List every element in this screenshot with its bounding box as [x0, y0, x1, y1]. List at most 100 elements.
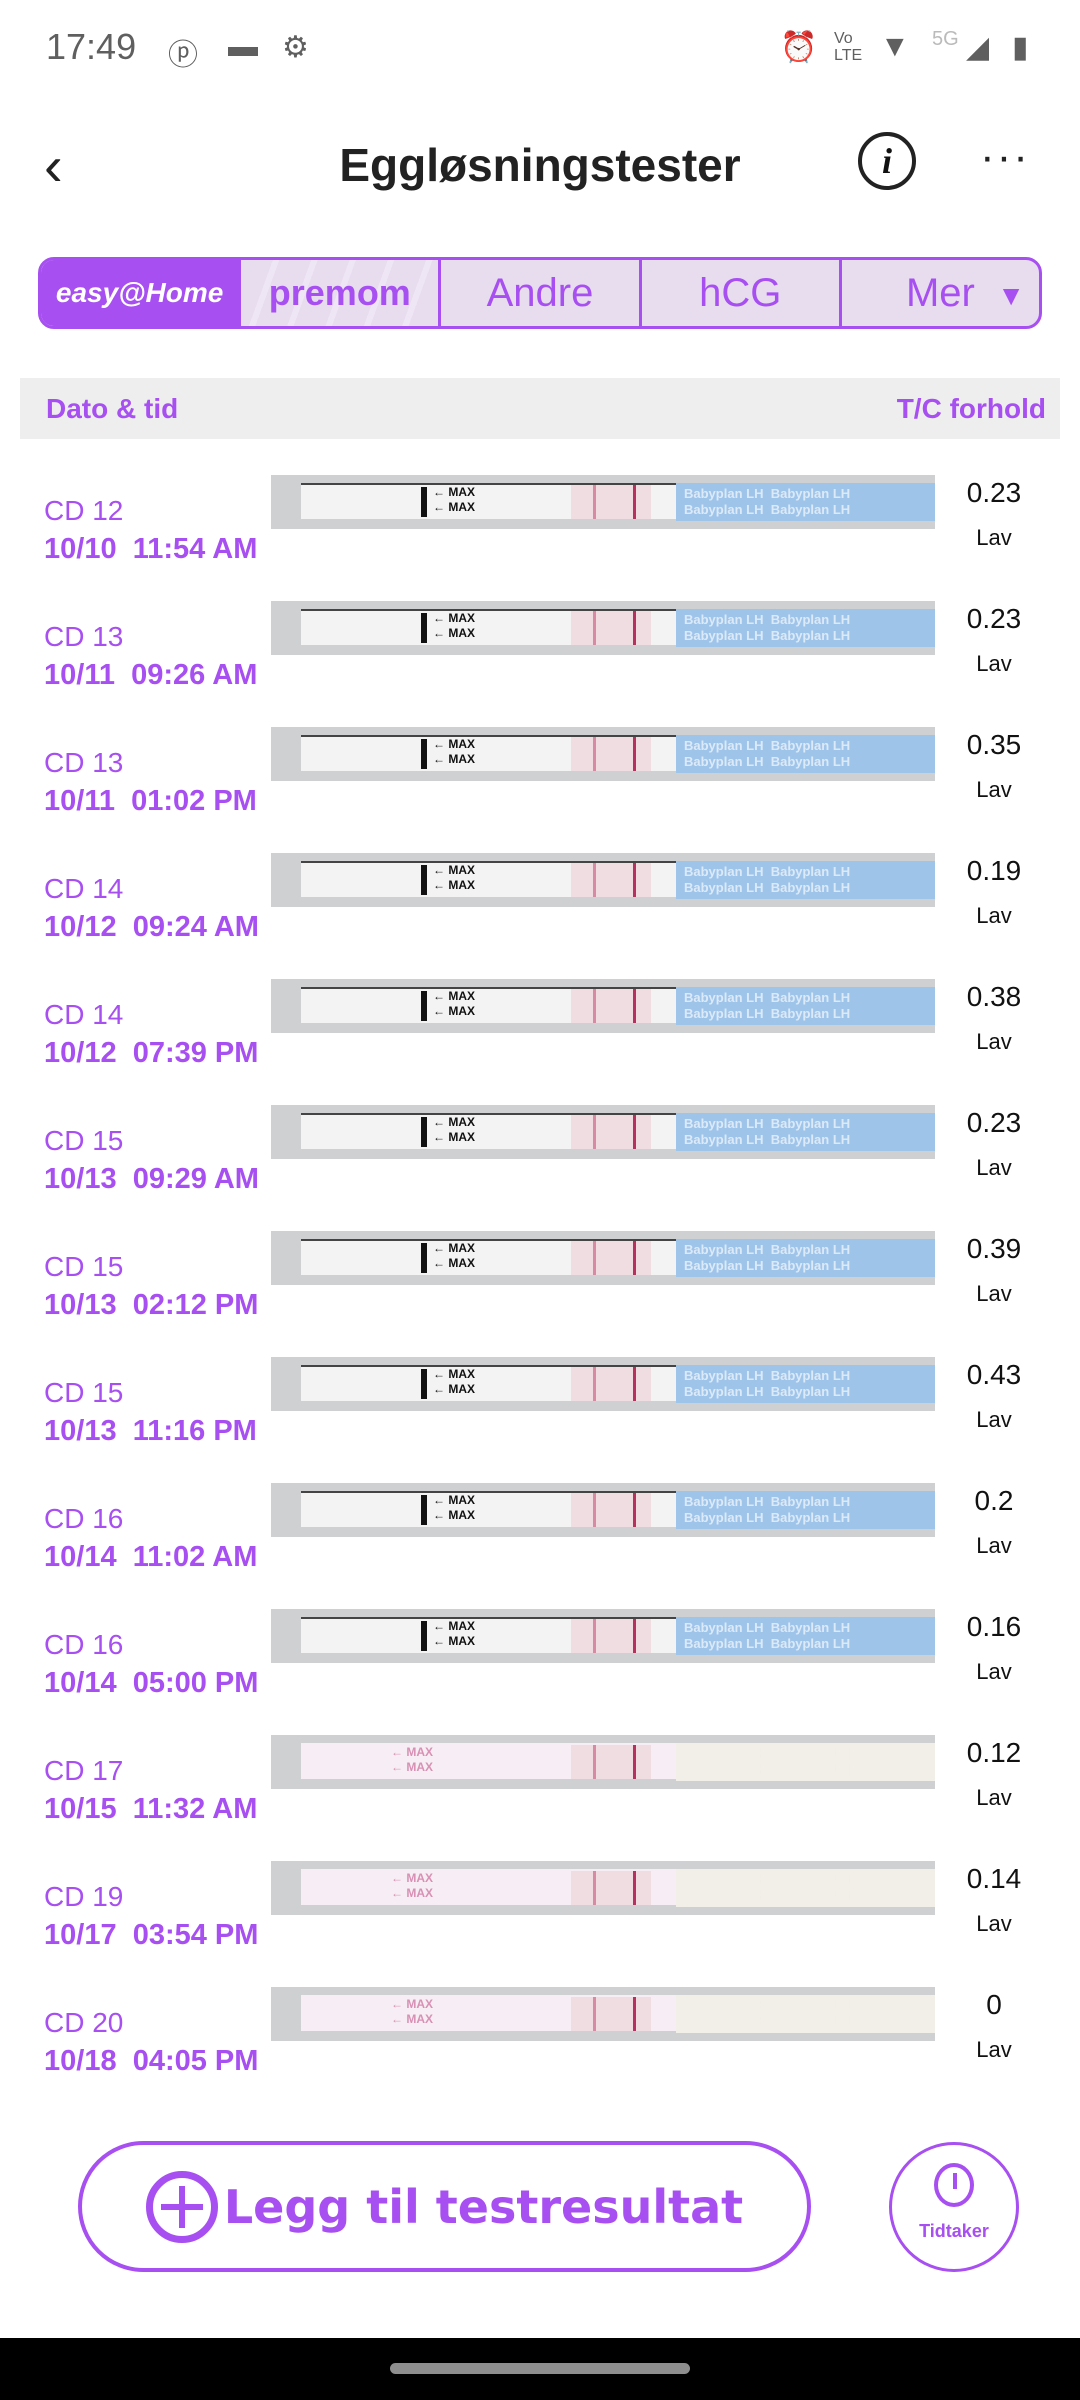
test-strip-image[interactable]: ← MAX ← MAX Babyplan LH Babyplan LH Babypl… — [271, 601, 935, 655]
add-test-result-button[interactable]: Legg til testresultat — [78, 2141, 811, 2272]
date-time-cell: CD 16 10/14 05:00 PM — [44, 1601, 269, 1727]
max-text: ← MAX — [391, 1745, 433, 1759]
cycle-day: CD 17 — [44, 1754, 124, 1786]
more-options-icon[interactable]: ··· — [980, 132, 1030, 181]
test-list[interactable]: CD 12 10/10 11:54 AM ← MAX ← MAX Babyplan… — [0, 467, 1080, 2105]
tab-label: Mer — [905, 270, 975, 315]
info-icon[interactable]: i — [858, 132, 916, 190]
test-strip-image[interactable]: ← MAX ← MAX Babyplan LH Babyplan LH Babypl… — [271, 1735, 935, 1789]
strip-max-line — [421, 487, 427, 517]
strip-brand: Babyplan LH — [770, 754, 851, 769]
strip-max-line — [421, 1117, 427, 1147]
date-time-cell: CD 17 10/15 11:32 AM — [44, 1727, 269, 1853]
test-date: 10/10 — [44, 532, 117, 565]
max-text: ← MAX — [433, 1367, 475, 1381]
strip-handle: Babyplan LH Babyplan LH Babyplan LH Babyp… — [676, 1239, 935, 1277]
tab-hcg[interactable]: hCG — [638, 260, 839, 326]
result-level: Lav — [976, 1029, 1012, 1054]
strip-handle: Babyplan LH Babyplan LH Babyplan LH Babyp… — [676, 1617, 935, 1655]
strip-brand: Babyplan LH — [684, 1116, 764, 1131]
strip-max-label: ← MAX ← MAX — [433, 863, 475, 893]
test-row[interactable]: CD 13 10/11 09:26 AM ← MAX ← MAX Babyplan… — [0, 593, 1080, 719]
test-date: 10/14 — [44, 1666, 117, 1699]
test-time: 02:12 PM — [132, 1288, 259, 1321]
test-row[interactable]: CD 19 10/17 03:54 PM ← MAX ← MAX Babyplan… — [0, 1853, 1080, 1979]
strip-max-line — [421, 739, 427, 769]
test-line — [593, 1493, 596, 1527]
pinterest-icon: ⓟ — [168, 39, 198, 72]
strip-brand: Babyplan LH — [684, 1132, 764, 1147]
back-button[interactable]: ‹ — [44, 134, 63, 197]
test-row[interactable]: CD 15 10/13 11:16 PM ← MAX ← MAX Babyplan… — [0, 1349, 1080, 1475]
result-level: Lav — [976, 777, 1012, 802]
test-date-time: 10/17 03:54 PM — [44, 1919, 269, 1952]
test-line — [593, 1997, 596, 2031]
max-text: ← MAX — [433, 1634, 475, 1648]
date-time-cell: CD 13 10/11 01:02 PM — [44, 719, 269, 845]
cycle-day: CD 15 — [44, 1250, 124, 1282]
strip-result-window — [571, 485, 651, 519]
test-row[interactable]: CD 13 10/11 01:02 PM ← MAX ← MAX Babyplan… — [0, 719, 1080, 845]
test-row[interactable]: CD 15 10/13 09:29 AM ← MAX ← MAX Babyplan… — [0, 1097, 1080, 1223]
strip-max-label: ← MAX ← MAX — [391, 1997, 433, 2027]
timer-button[interactable]: Tidtaker — [889, 2142, 1019, 2272]
control-line — [633, 485, 636, 519]
test-strip-image[interactable]: ← MAX ← MAX Babyplan LH Babyplan LH Babypl… — [271, 1987, 935, 2041]
strip-brand: Babyplan LH — [684, 864, 764, 879]
date-time-cell: CD 15 10/13 11:16 PM — [44, 1349, 269, 1475]
test-row[interactable]: CD 12 10/10 11:54 AM ← MAX ← MAX Babyplan… — [0, 467, 1080, 593]
test-strip-image[interactable]: ← MAX ← MAX Babyplan LH Babyplan LH Babypl… — [271, 1483, 935, 1537]
test-strip-image[interactable]: ← MAX ← MAX Babyplan LH Babyplan LH Babypl… — [271, 1357, 935, 1411]
max-text: ← MAX — [433, 737, 475, 751]
strip-result-window — [571, 1997, 651, 2031]
test-strip-image[interactable]: ← MAX ← MAX Babyplan LH Babyplan LH Babypl… — [271, 1231, 935, 1285]
test-strip-image[interactable]: ← MAX ← MAX Babyplan LH Babyplan LH Babypl… — [271, 1105, 935, 1159]
strip-result-window — [571, 1241, 651, 1275]
strip-max-label: ← MAX ← MAX — [433, 737, 475, 767]
test-row[interactable]: CD 15 10/13 02:12 PM ← MAX ← MAX Babyplan… — [0, 1223, 1080, 1349]
strip-handle: Babyplan LH Babyplan LH Babyplan LH Babyp… — [676, 1365, 935, 1403]
result-level: Lav — [976, 1407, 1012, 1432]
control-line — [633, 1241, 636, 1275]
test-strip-image[interactable]: ← MAX ← MAX Babyplan LH Babyplan LH Babypl… — [271, 727, 935, 781]
tc-ratio: 0.23 — [966, 1107, 1022, 1138]
test-row[interactable]: CD 16 10/14 11:02 AM ← MAX ← MAX Babyplan… — [0, 1475, 1080, 1601]
tab-premom[interactable]: premom — [238, 260, 439, 326]
max-text: ← MAX — [433, 752, 475, 766]
date-time-cell: CD 12 10/10 11:54 AM — [44, 467, 269, 593]
cycle-day: CD 15 — [44, 1124, 124, 1156]
tc-ratio: 0.14 — [966, 1863, 1022, 1894]
strip-brand: Babyplan LH — [770, 1510, 851, 1525]
test-row[interactable]: CD 20 10/18 04:05 PM ← MAX ← MAX Babyplan… — [0, 1979, 1080, 2105]
test-date: 10/13 — [44, 1162, 117, 1195]
cycle-day: CD 16 — [44, 1628, 124, 1660]
tab-andre[interactable]: Andre — [438, 260, 638, 326]
cycle-day: CD 12 — [44, 494, 124, 526]
strip-brand: Babyplan LH — [770, 1888, 851, 1903]
test-row[interactable]: CD 16 10/14 05:00 PM ← MAX ← MAX Babyplan… — [0, 1601, 1080, 1727]
tab-easyathome[interactable]: easy@Home — [41, 260, 239, 326]
max-text: ← MAX — [433, 611, 475, 625]
strip-handle: Babyplan LH Babyplan LH Babyplan LH Babyp… — [676, 1491, 935, 1529]
tc-ratio: 0.16 — [966, 1611, 1022, 1642]
max-text: ← MAX — [433, 1241, 475, 1255]
home-gesture-handle[interactable] — [390, 2363, 690, 2374]
strip-result-window — [571, 611, 651, 645]
strip-handle: Babyplan LH Babyplan LH Babyplan LH Babyp… — [676, 1995, 935, 2033]
test-row[interactable]: CD 17 10/15 11:32 AM ← MAX ← MAX Babyplan… — [0, 1727, 1080, 1853]
test-row[interactable]: CD 14 10/12 07:39 PM ← MAX ← MAX Babyplan… — [0, 971, 1080, 1097]
date-time-cell: CD 13 10/11 09:26 AM — [44, 593, 269, 719]
test-strip-image[interactable]: ← MAX ← MAX Babyplan LH Babyplan LH Babypl… — [271, 475, 935, 529]
cycle-day: CD 15 — [44, 1376, 124, 1408]
test-strip-image[interactable]: ← MAX ← MAX Babyplan LH Babyplan LH Babypl… — [271, 853, 935, 907]
test-strip-image[interactable]: ← MAX ← MAX Babyplan LH Babyplan LH Babypl… — [271, 1861, 935, 1915]
cycle-day: CD 13 — [44, 620, 124, 652]
test-strip-image[interactable]: ← MAX ← MAX Babyplan LH Babyplan LH Babypl… — [271, 979, 935, 1033]
tab-mer[interactable]: Mer ▼ — [838, 260, 1039, 326]
test-strip-image[interactable]: ← MAX ← MAX Babyplan LH Babyplan LH Babypl… — [271, 1609, 935, 1663]
test-time: 11:54 AM — [132, 532, 258, 565]
max-text: ← MAX — [433, 1493, 475, 1507]
test-row[interactable]: CD 14 10/12 09:24 AM ← MAX ← MAX Babyplan… — [0, 845, 1080, 971]
strip-brand: Babyplan LH — [770, 990, 851, 1005]
strip-brand: Babyplan LH — [770, 1006, 851, 1021]
